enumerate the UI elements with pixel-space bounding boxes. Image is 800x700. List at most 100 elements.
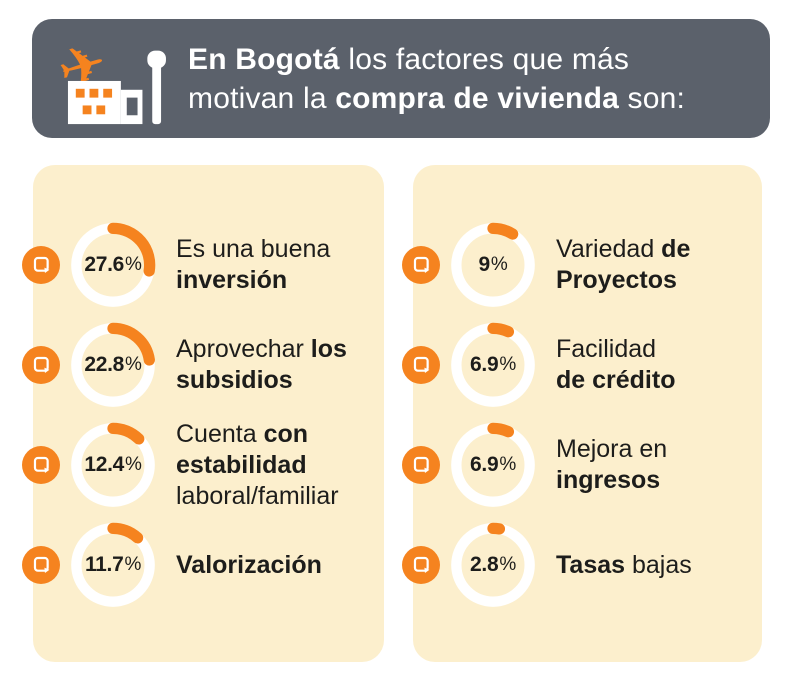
factor-item: 12.4% Cuenta con estabilidad laboral/famil… — [22, 415, 384, 515]
percent-sign: % — [125, 454, 142, 475]
percent-sign: % — [124, 554, 142, 575]
header-banner: ✈ En Bogotá los factores que más motivan … — [32, 19, 770, 138]
percent-value: 12.4% — [66, 418, 160, 512]
text-run: los — [310, 335, 347, 363]
factor-item: 27.6% Es una buena inversión — [22, 215, 384, 315]
factors-panel-left: 27.6% Es una buena inversión 22.8% Aprove… — [22, 165, 384, 662]
text-run: laboral/familiar — [176, 481, 339, 510]
donut-chart: 9% — [446, 218, 540, 312]
text-run: Mejora en — [556, 435, 668, 463]
percent-digits: 6.9 — [470, 453, 499, 476]
factor-badge — [402, 246, 440, 284]
square-arrow-icon — [33, 556, 49, 573]
factor-badge — [22, 246, 60, 284]
text-run: Tasas — [556, 550, 626, 579]
text-run: con — [263, 419, 309, 448]
percent-sign: % — [499, 354, 516, 375]
percent-sign: % — [125, 254, 142, 275]
factor-item: 2.8% Tasas bajas — [402, 515, 762, 615]
percent-value: 2.8% — [446, 518, 540, 612]
factor-item: 6.9% Mejora en ingresos — [402, 415, 762, 515]
text-run: Proyectos — [556, 266, 677, 294]
square-arrow-icon — [33, 456, 49, 473]
text-run: Es una buena — [176, 235, 331, 263]
text-run: estabilidad — [176, 450, 307, 479]
factor-label: Variedad de Proyectos — [556, 234, 690, 296]
text-run: bajas — [625, 550, 692, 579]
donut-chart: 27.6% — [66, 218, 160, 312]
factor-badge — [402, 346, 440, 384]
donut-arc — [107, 322, 155, 366]
donut-arc — [107, 222, 156, 277]
donut-chart: 6.9% — [446, 318, 540, 412]
factor-item: 11.7% Valorización — [22, 515, 384, 615]
factor-label: Mejora en ingresos — [556, 434, 667, 496]
percent-digits: 12.4 — [84, 453, 125, 476]
text-run: motivan la — [188, 81, 336, 115]
factor-badge — [402, 446, 440, 484]
text-run: Cuenta — [176, 419, 264, 448]
factor-item: 6.9% Facilidad de crédito — [402, 315, 762, 415]
percent-sign: % — [499, 554, 516, 575]
control-tower-icon — [147, 50, 166, 124]
square-arrow-icon — [413, 256, 429, 273]
donut-arc — [487, 422, 515, 438]
text-run: Valorización — [176, 550, 322, 579]
donut-chart: 12.4% — [66, 418, 160, 512]
airport-icon: ✈ — [56, 30, 166, 124]
percent-value: 9% — [446, 218, 540, 312]
text-run: En Bogotá — [188, 42, 349, 76]
text-run: los factores que más — [348, 42, 630, 76]
percent-digits: 2.8 — [470, 553, 499, 576]
donut-arc — [107, 522, 144, 544]
factor-label: Valorización — [176, 550, 322, 581]
factor-badge — [402, 546, 440, 584]
percent-value: 27.6% — [66, 218, 160, 312]
percent-value: 11.7% — [66, 518, 160, 612]
text-run: Facilidad — [556, 335, 657, 363]
square-arrow-icon — [413, 356, 429, 373]
donut-chart: 22.8% — [66, 318, 160, 412]
percent-value: 22.8% — [66, 318, 160, 412]
percent-value: 6.9% — [446, 318, 540, 412]
donut-chart: 2.8% — [446, 518, 540, 612]
percent-sign: % — [490, 254, 508, 275]
factor-badge — [22, 446, 60, 484]
building-icon — [67, 80, 143, 124]
percent-digits: 11.7 — [84, 553, 124, 576]
percent-digits: 6.9 — [470, 353, 499, 376]
factors-panel-right: 9% Variedad de Proyectos 6.9% Facilidad de… — [402, 165, 762, 662]
factor-item: 9% Variedad de Proyectos — [402, 215, 762, 315]
text-run: ingresos — [556, 466, 661, 494]
donut-arc — [487, 222, 519, 240]
text-run: Variedad — [556, 235, 662, 263]
percent-sign: % — [125, 354, 142, 375]
factor-label: Es una buena inversión — [176, 234, 330, 296]
square-arrow-icon — [413, 556, 429, 573]
text-run: de — [661, 235, 691, 263]
header-title: En Bogotá los factores que más motivan la… — [188, 40, 685, 118]
percent-digits: 9 — [478, 253, 491, 276]
text-run: Aprovechar — [176, 335, 311, 363]
donut-arc — [487, 522, 506, 535]
text-run: son: — [618, 81, 686, 115]
square-arrow-icon — [33, 256, 49, 273]
percent-digits: 27.6 — [84, 253, 125, 276]
donut-arc — [107, 422, 145, 445]
text-run: inversión — [176, 266, 288, 294]
donut-chart: 11.7% — [66, 518, 160, 612]
factor-badge — [22, 346, 60, 384]
square-arrow-icon — [413, 456, 429, 473]
percent-sign: % — [499, 454, 516, 475]
factor-label: Aprovechar los subsidios — [176, 334, 347, 396]
donut-chart: 6.9% — [446, 418, 540, 512]
donut-arc — [487, 322, 515, 338]
text-run: subsidios — [176, 366, 293, 394]
percent-value: 6.9% — [446, 418, 540, 512]
factor-item: 22.8% Aprovechar los subsidios — [22, 315, 384, 415]
text-run: de crédito — [556, 366, 676, 394]
square-arrow-icon — [33, 356, 49, 373]
factor-label: Cuenta con estabilidad laboral/familiar — [176, 419, 339, 512]
factor-badge — [22, 546, 60, 584]
